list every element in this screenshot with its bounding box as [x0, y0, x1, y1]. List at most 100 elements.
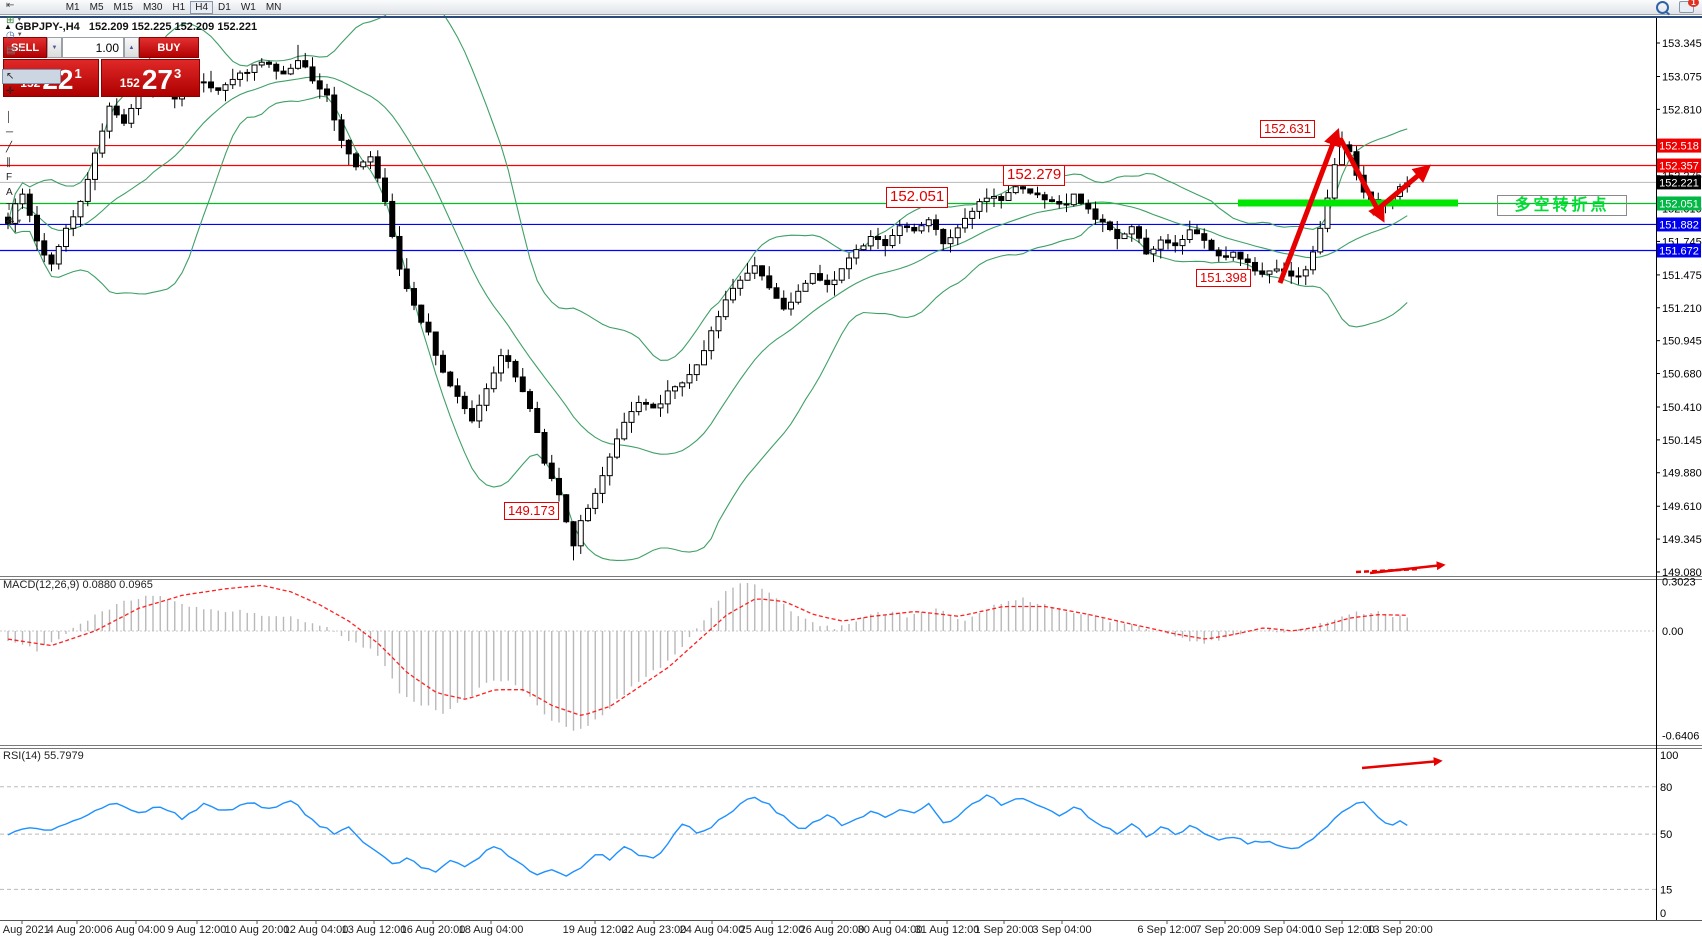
vline-icon: │: [6, 111, 13, 123]
label-icon: T: [6, 201, 13, 213]
arrows-icon: ✥: [6, 216, 15, 228]
timeframe-m30-button[interactable]: M30: [142, 1, 163, 13]
ask-price-button[interactable]: 152 27 3: [101, 59, 200, 97]
volume-down-button[interactable]: ▼: [47, 37, 62, 58]
sell-button[interactable]: SELL: [3, 37, 47, 58]
label-button[interactable]: T: [2, 200, 61, 215]
price-axis: 153.345153.075152.810152.275152.010151.7…: [1656, 38, 1702, 579]
timeframe-w1-button[interactable]: W1: [240, 1, 256, 13]
svg-text:149.610: 149.610: [1662, 501, 1702, 513]
svg-text:50: 50: [1660, 829, 1672, 841]
chart-shift-icon: ⇤: [6, 0, 15, 11]
svg-text:12 Aug 04:00: 12 Aug 04:00: [284, 924, 349, 936]
svg-text:80: 80: [1660, 782, 1672, 794]
hline-button[interactable]: ─: [2, 125, 61, 140]
svg-text:0.3023: 0.3023: [1662, 577, 1696, 589]
trendline-button[interactable]: ╱: [2, 140, 61, 155]
ask-point: 3: [173, 66, 182, 81]
text-button[interactable]: A: [2, 185, 61, 200]
periods-button[interactable]: ◷ ▼: [2, 28, 61, 43]
annotation-resistance[interactable]: 152.279: [1003, 165, 1066, 186]
rsi-label: RSI(14) 55.7979: [3, 750, 84, 762]
fibonacci-button[interactable]: F: [2, 170, 61, 185]
indicators-icon: ⊞: [6, 14, 15, 26]
svg-text:150.145: 150.145: [1662, 435, 1702, 447]
cursor-button[interactable]: ↖: [2, 68, 61, 84]
svg-text:149.345: 149.345: [1662, 534, 1702, 546]
annotation-swing-low[interactable]: 151.398: [1196, 269, 1251, 288]
timeframe-h4-button[interactable]: H4: [190, 0, 214, 14]
search-icon[interactable]: [1656, 0, 1669, 14]
toolbar-divider: [0, 16, 1702, 18]
svg-text:4 Aug 20:00: 4 Aug 20:00: [48, 924, 107, 936]
annotation-cn-pivot-note[interactable]: 多空转折点: [1497, 195, 1627, 216]
svg-text:0: 0: [1660, 908, 1666, 920]
svg-text:149.880: 149.880: [1662, 468, 1702, 480]
collapse-arrow-icon[interactable]: ▲: [4, 22, 12, 31]
svg-text:153.075: 153.075: [1662, 71, 1702, 83]
volume-input[interactable]: [62, 37, 124, 58]
svg-text:100: 100: [1660, 750, 1678, 762]
annotation-bottom[interactable]: 149.173: [504, 502, 559, 521]
svg-text:151.475: 151.475: [1662, 270, 1702, 282]
svg-text:150.410: 150.410: [1662, 402, 1702, 414]
macd-label: MACD(12,26,9) 0.0880 0.0965: [3, 579, 153, 591]
chat-icon[interactable]: 1: [1679, 0, 1699, 13]
annotation-pivot[interactable]: 152.051: [886, 187, 949, 208]
svg-text:1 Sep 20:00: 1 Sep 20:00: [974, 924, 1033, 936]
chevron-down-icon: ▼: [16, 32, 23, 38]
svg-text:19 Aug 12:00: 19 Aug 12:00: [563, 924, 628, 936]
indicators-button[interactable]: ⊞ ▼: [2, 13, 61, 28]
vline-button[interactable]: │: [2, 110, 61, 125]
channel-button[interactable]: ∥: [2, 155, 61, 170]
svg-text:22 Aug 23:00: 22 Aug 23:00: [622, 924, 687, 936]
toolbar-icons: ▦新订单◧☁◉▶自动交易⌗◫∿⊕⊖▚⇥⇤⊞▼◷▼▤▼↖✛│─╱∥FAT✥▼: [2, 0, 61, 241]
templates-icon: ▤: [6, 44, 16, 56]
pivot-zone-band: [1238, 199, 1458, 207]
macd-signal-line: [7, 584, 1408, 716]
timeframe-d1-button[interactable]: D1: [218, 1, 231, 13]
cursor-icon: ↖: [6, 70, 15, 82]
chevron-down-icon: ▼: [17, 47, 24, 53]
annotation-swing-high[interactable]: 152.631: [1260, 120, 1315, 139]
svg-text:15: 15: [1660, 884, 1672, 896]
notification-badge: 1: [1688, 0, 1699, 7]
svg-text:16 Aug 20:00: 16 Aug 20:00: [401, 924, 466, 936]
ask-pips: 27: [141, 64, 173, 95]
chevron-down-icon: ▼: [16, 219, 23, 225]
ask-big-figure: 152: [119, 76, 140, 90]
timeframe-mn-button[interactable]: MN: [265, 1, 282, 13]
svg-text:26 Aug 20:00: 26 Aug 20:00: [800, 924, 865, 936]
svg-text:7 Sep 20:00: 7 Sep 20:00: [1195, 924, 1254, 936]
one-click-trade-panel: SELL ▼ ▲ BUY 152 22 1 152 27 3: [3, 37, 200, 97]
svg-text:10 Sep 12:00: 10 Sep 12:00: [1309, 924, 1374, 936]
svg-text:30 Aug 04:00: 30 Aug 04:00: [858, 924, 923, 936]
volume-up-button[interactable]: ▲: [124, 37, 139, 58]
arrows-button[interactable]: ✥ ▼: [2, 215, 61, 230]
svg-text:151.672: 151.672: [1659, 245, 1699, 257]
svg-text:152.221: 152.221: [1659, 177, 1699, 189]
bollinger-bands-layer: [7, 0, 1408, 561]
svg-text:9 Aug 12:00: 9 Aug 12:00: [168, 924, 227, 936]
buy-button[interactable]: BUY: [139, 37, 199, 58]
timeframe-m1-button[interactable]: M1: [65, 1, 80, 13]
svg-text:153.345: 153.345: [1662, 38, 1702, 50]
chart-shift-button[interactable]: ⇤: [2, 0, 61, 13]
templates-button[interactable]: ▤ ▼: [2, 43, 61, 58]
timeframe-h1-button[interactable]: H1: [172, 1, 186, 13]
svg-text:6 Aug 04:00: 6 Aug 04:00: [107, 924, 166, 936]
timeframe-m15-button[interactable]: M15: [113, 1, 133, 13]
macd-histogram-layer: [7, 582, 1408, 731]
svg-text:-0.6406: -0.6406: [1662, 730, 1699, 742]
channel-icon: ∥: [6, 156, 11, 168]
svg-text:152.518: 152.518: [1659, 141, 1699, 153]
symbol-ohlc: 152.209 152.225 152.209 152.221: [88, 21, 258, 33]
main-toolbar: ▦新订单◧☁◉▶自动交易⌗◫∿⊕⊖▚⇥⇤⊞▼◷▼▤▼↖✛│─╱∥FAT✥▼ M1…: [0, 0, 1702, 228]
crosshair-button[interactable]: ✛: [2, 84, 61, 99]
timeframe-m5-button[interactable]: M5: [89, 1, 104, 13]
trend-arrows-layer: [1277, 127, 1432, 284]
crosshair-icon: ✛: [6, 85, 15, 97]
trendline-icon: ╱: [6, 141, 13, 153]
